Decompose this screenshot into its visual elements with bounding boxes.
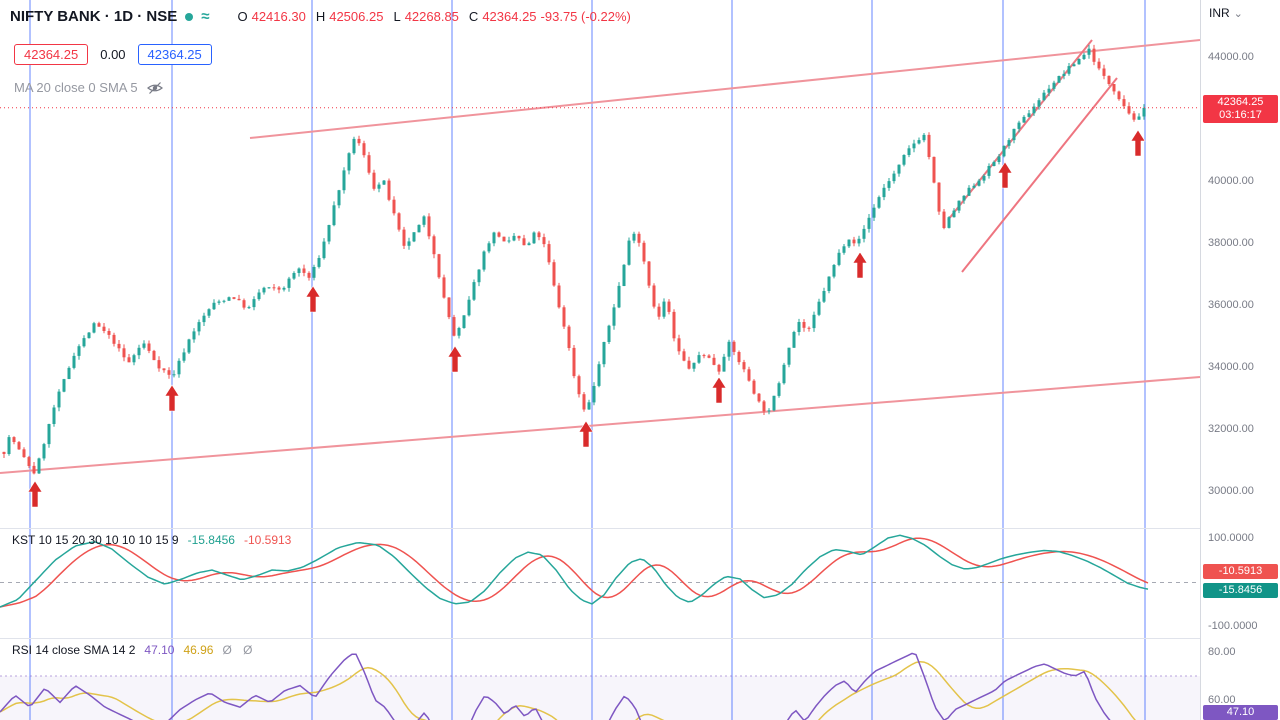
chevron-down-icon: ⌄ bbox=[1233, 7, 1243, 20]
kst-signal-value: -10.5913 bbox=[243, 533, 292, 547]
currency-selector[interactable]: INR ⌄ bbox=[1209, 6, 1243, 20]
ma-indicator-label[interactable]: MA 20 close 0 SMA 5 bbox=[14, 80, 138, 95]
kst-signal-badge: -10.5913 bbox=[1203, 564, 1278, 579]
high-label: H bbox=[315, 9, 326, 24]
signal-arrows[interactable] bbox=[27, 129, 1146, 508]
rsi-axis-60: 60.00 bbox=[1208, 694, 1236, 706]
close-label: C bbox=[468, 9, 479, 24]
kst-axis-bottom: -100.0000 bbox=[1208, 620, 1258, 632]
pane-separator[interactable] bbox=[0, 528, 1280, 529]
last-price-badge: 42364.25 03:16:17 bbox=[1203, 95, 1278, 123]
symbol-title[interactable]: NIFTY BANK · 1D · NSE bbox=[10, 8, 178, 25]
price-axis-label: 36000.00 bbox=[1208, 299, 1254, 311]
rsi-header: RSI 14 close SMA 14 2 47.10 46.96 Ø Ø bbox=[12, 643, 256, 657]
close-value: 42364.25 bbox=[482, 9, 537, 24]
kst-lines bbox=[0, 534, 1149, 608]
low-value: 42268.85 bbox=[404, 9, 459, 24]
candles-layer bbox=[2, 44, 1146, 475]
ma-indicator-row: MA 20 close 0 SMA 5 bbox=[14, 80, 164, 95]
trendlines[interactable] bbox=[0, 39, 1201, 474]
spread-value: 0.00 bbox=[100, 47, 126, 62]
eye-slash-icon[interactable] bbox=[146, 81, 164, 95]
currency-label: INR bbox=[1209, 6, 1230, 20]
buy-button[interactable]: 42364.25 bbox=[137, 44, 212, 65]
sell-button[interactable]: 42364.25 bbox=[14, 44, 89, 65]
pane-separator[interactable] bbox=[0, 638, 1280, 639]
rsi-value-badge: 47.10 bbox=[1203, 705, 1278, 720]
price-axis-label: 34000.00 bbox=[1208, 361, 1254, 373]
last-price-value: 42364.25 bbox=[1217, 96, 1264, 108]
chart-header: NIFTY BANK · 1D · NSE ≈ O 42416.30 H 42506… bbox=[10, 8, 631, 25]
price-axis-label: 38000.00 bbox=[1208, 237, 1254, 249]
kst-value: -15.8456 bbox=[187, 533, 235, 547]
order-panel: 42364.25 0.00 42364.25 bbox=[14, 44, 212, 65]
rsi-ma-value: 46.96 bbox=[183, 643, 214, 657]
kst-axis-top: 100.0000 bbox=[1208, 532, 1254, 544]
price-axis-label: 40000.00 bbox=[1208, 175, 1254, 187]
rsi-empty-glyphs: Ø Ø bbox=[222, 643, 257, 657]
change-value: -93.75 (-0.22%) bbox=[540, 9, 631, 24]
open-value: 42416.30 bbox=[251, 9, 306, 24]
kst-header: KST 10 15 20 30 10 10 10 15 9 -15.8456 -… bbox=[12, 533, 291, 547]
bar-countdown: 03:16:17 bbox=[1219, 109, 1262, 121]
kst-title[interactable]: KST 10 15 20 30 10 10 10 15 9 bbox=[12, 533, 179, 547]
market-status-icon bbox=[185, 12, 194, 21]
kst-value-badge: -15.8456 bbox=[1203, 583, 1278, 598]
open-label: O bbox=[237, 9, 248, 24]
vertical-gridlines bbox=[29, 0, 1146, 720]
price-axis-label: 32000.00 bbox=[1208, 423, 1254, 435]
high-value: 42506.25 bbox=[329, 9, 384, 24]
price-axis[interactable]: INR ⌄ 44000.00 40000.00 38000.00 36000.00 34… bbox=[1200, 0, 1280, 720]
rsi-axis-80: 80.00 bbox=[1208, 646, 1236, 658]
rsi-title[interactable]: RSI 14 close SMA 14 2 bbox=[12, 643, 136, 657]
rsi-lines bbox=[0, 652, 1136, 720]
rsi-band-fill bbox=[0, 676, 1200, 720]
price-axis-label: 30000.00 bbox=[1208, 485, 1254, 497]
rsi-value: 47.10 bbox=[144, 643, 175, 657]
price-axis-label: 44000.00 bbox=[1208, 51, 1254, 63]
approx-icon: ≈ bbox=[201, 8, 210, 25]
low-label: L bbox=[393, 9, 401, 24]
ohlc-values: O 42416.30 H 42506.25 L 42268.85 C 42364.25 … bbox=[231, 9, 630, 24]
